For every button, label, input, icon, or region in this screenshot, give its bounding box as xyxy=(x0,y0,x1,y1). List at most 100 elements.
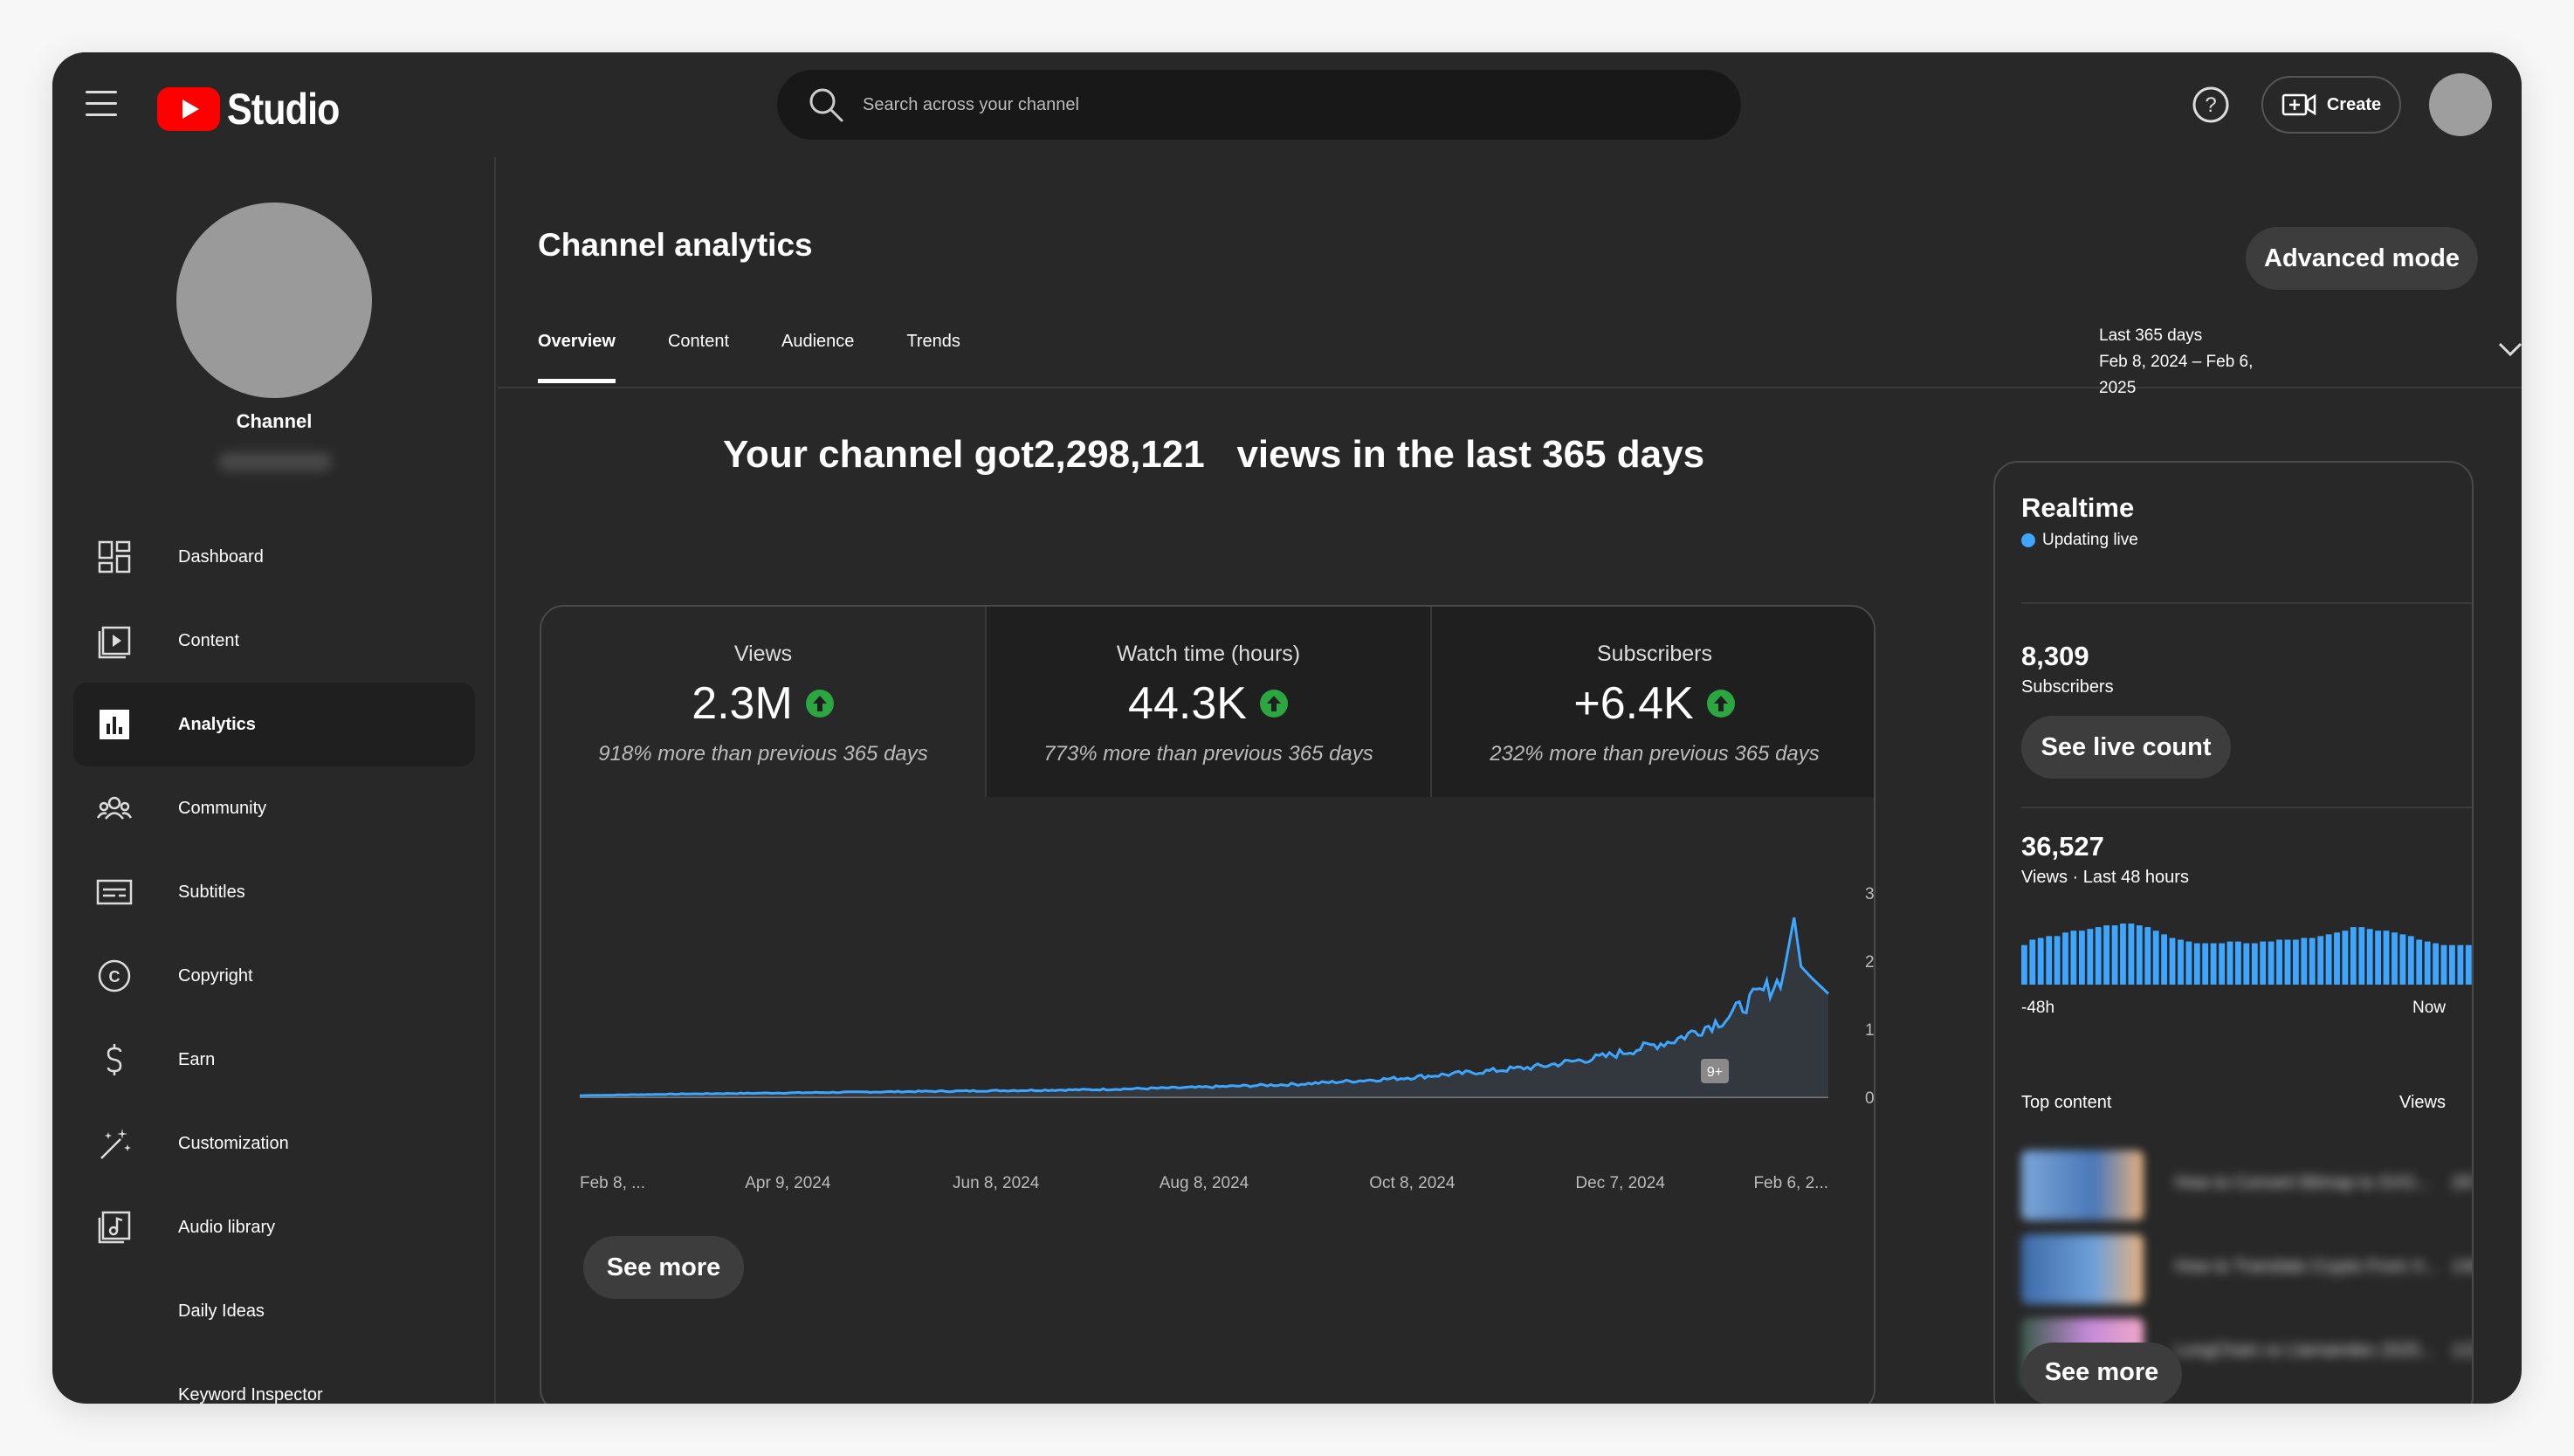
top-content-row[interactable]: How to Translate Crypto From X... 149 xyxy=(2021,1234,2472,1304)
realtime-bar[interactable] xyxy=(2062,932,2068,985)
realtime-bar[interactable] xyxy=(2342,931,2349,985)
metric-subscribers[interactable]: Subscribers +6.4K 232% more than previou… xyxy=(1432,607,1874,797)
tab-trends[interactable]: Trends xyxy=(906,332,960,351)
realtime-bar[interactable] xyxy=(2070,931,2077,985)
realtime-bar[interactable] xyxy=(2276,939,2282,986)
realtime-bar[interactable] xyxy=(2243,943,2250,985)
logo-text: Studio xyxy=(227,85,340,134)
tab-content[interactable]: Content xyxy=(667,332,730,351)
metric-comparison: 918% more than previous 365 days xyxy=(598,742,928,766)
tab-overview[interactable]: Overview xyxy=(538,332,616,383)
sidebar-item-copyright[interactable]: C Copyright xyxy=(73,934,475,1018)
sidebar-item-audio-library[interactable]: Audio library xyxy=(73,1185,475,1269)
realtime-bar[interactable] xyxy=(2449,944,2455,985)
search-bar[interactable] xyxy=(777,70,1741,140)
tab-audience[interactable]: Audience xyxy=(781,332,855,351)
channel-avatar[interactable] xyxy=(176,203,372,398)
realtime-bar[interactable] xyxy=(2334,932,2340,985)
realtime-bar[interactable] xyxy=(2416,939,2423,986)
realtime-bar[interactable] xyxy=(2219,943,2225,985)
realtime-bar[interactable] xyxy=(2284,939,2291,986)
advanced-mode-button[interactable]: Advanced mode xyxy=(2246,227,2478,290)
realtime-bar[interactable] xyxy=(2202,943,2209,985)
sidebar-item-dashboard[interactable]: Dashboard xyxy=(73,515,475,599)
realtime-bar[interactable] xyxy=(2440,944,2447,985)
realtime-bar[interactable] xyxy=(2457,944,2464,985)
realtime-bar[interactable] xyxy=(2366,929,2373,985)
realtime-bar[interactable] xyxy=(2268,941,2275,985)
x-tick-label: Apr 9, 2024 xyxy=(745,1174,831,1192)
realtime-bar[interactable] xyxy=(2301,937,2308,986)
search-icon[interactable] xyxy=(807,86,845,124)
realtime-bar[interactable] xyxy=(2251,943,2258,985)
metric-views[interactable]: Views 2.3M 918% more than previous 365 d… xyxy=(541,607,987,797)
realtime-bar[interactable] xyxy=(2079,931,2085,985)
realtime-bar[interactable] xyxy=(2309,937,2316,986)
realtime-bar[interactable] xyxy=(2021,944,2027,985)
realtime-bar[interactable] xyxy=(2128,924,2135,985)
help-icon[interactable]: ? xyxy=(2192,86,2230,124)
realtime-bar[interactable] xyxy=(2317,936,2324,985)
realtime-bar[interactable] xyxy=(2193,943,2200,985)
realtime-bar[interactable] xyxy=(2178,939,2184,986)
top-content-row[interactable]: How to Convert Bitmap to SVG... 267 xyxy=(2021,1150,2472,1220)
realtime-bar[interactable] xyxy=(2120,924,2126,985)
realtime-bar[interactable] xyxy=(2152,931,2159,985)
realtime-bar[interactable] xyxy=(2325,934,2332,985)
realtime-bar[interactable] xyxy=(2235,941,2241,985)
arrow-up-icon xyxy=(805,690,834,718)
sidebar-item-content[interactable]: Content xyxy=(73,599,475,683)
realtime-bar[interactable] xyxy=(2433,943,2439,985)
realtime-bar[interactable] xyxy=(2392,932,2398,985)
sidebar-item-community[interactable]: Community xyxy=(73,766,475,850)
metric-watch-time[interactable]: Watch time (hours) 44.3K 773% more than … xyxy=(987,607,1432,797)
realtime-bar[interactable] xyxy=(2136,925,2143,985)
realtime-bar[interactable] xyxy=(2087,929,2094,985)
realtime-bar[interactable] xyxy=(2407,936,2414,985)
chevron-down-icon[interactable] xyxy=(2497,340,2522,358)
see-more-button[interactable]: See more xyxy=(583,1236,744,1299)
create-button[interactable]: Create xyxy=(2261,76,2401,134)
see-live-count-button[interactable]: See live count xyxy=(2021,716,2231,779)
sidebar-item-earn[interactable]: Earn xyxy=(73,1018,475,1102)
realtime-bar[interactable] xyxy=(2161,934,2167,985)
realtime-bar[interactable] xyxy=(2293,939,2299,986)
realtime-bar[interactable] xyxy=(2054,936,2061,985)
realtime-bar[interactable] xyxy=(2350,927,2357,985)
arrow-up-icon xyxy=(1706,690,1735,718)
realtime-bar[interactable] xyxy=(2029,939,2036,986)
realtime-bar[interactable] xyxy=(2144,927,2151,985)
menu-icon[interactable] xyxy=(86,91,117,117)
realtime-bar[interactable] xyxy=(2260,941,2267,985)
realtime-bar[interactable] xyxy=(2424,941,2431,985)
sidebar-item-keyword-inspector[interactable]: Keyword Inspector xyxy=(73,1353,475,1404)
realtime-bar[interactable] xyxy=(2358,927,2365,985)
chart-annotation-badge[interactable] xyxy=(1701,1059,1729,1083)
realtime-bar[interactable] xyxy=(2111,925,2118,985)
realtime-bar[interactable] xyxy=(2465,944,2472,985)
realtime-bar[interactable] xyxy=(2046,936,2053,985)
date-range-picker[interactable]: Last 365 days Feb 8, 2024 – Feb 6, 2025 xyxy=(2099,323,2291,402)
realtime-bar[interactable] xyxy=(2375,931,2381,985)
realtime-bar[interactable] xyxy=(2210,943,2217,985)
realtime-bar[interactable] xyxy=(2383,931,2390,985)
sidebar-item-customization[interactable]: Customization xyxy=(73,1102,475,1185)
sidebar-item-subtitles[interactable]: Subtitles xyxy=(73,850,475,934)
realtime-bar[interactable] xyxy=(2103,925,2109,985)
sidebar-label: Customization xyxy=(178,1133,289,1153)
studio-logo[interactable]: Studio xyxy=(157,84,358,134)
top-content-see-more-button[interactable]: See more xyxy=(2021,1343,2182,1404)
realtime-bar[interactable] xyxy=(2226,941,2233,985)
realtime-bar[interactable] xyxy=(2169,937,2176,986)
realtime-bar[interactable] xyxy=(2185,941,2192,985)
sidebar-item-daily-ideas[interactable]: Daily Ideas xyxy=(73,1269,475,1353)
realtime-bar-chart[interactable] xyxy=(2021,880,2474,993)
search-input[interactable] xyxy=(863,94,1648,115)
realtime-bar[interactable] xyxy=(2399,934,2406,985)
realtime-bar[interactable] xyxy=(2037,937,2044,986)
sidebar-item-analytics[interactable]: Analytics xyxy=(73,683,475,766)
realtime-bar[interactable] xyxy=(2095,927,2102,985)
views-line-chart[interactable]: 37.5K 25.0K 12.5K 0 Feb 8, ... Apr 9, 2024 Ju… xyxy=(541,797,1875,1207)
y-tick-label: 25.0K xyxy=(1865,953,1875,972)
account-avatar[interactable] xyxy=(2429,73,2492,136)
